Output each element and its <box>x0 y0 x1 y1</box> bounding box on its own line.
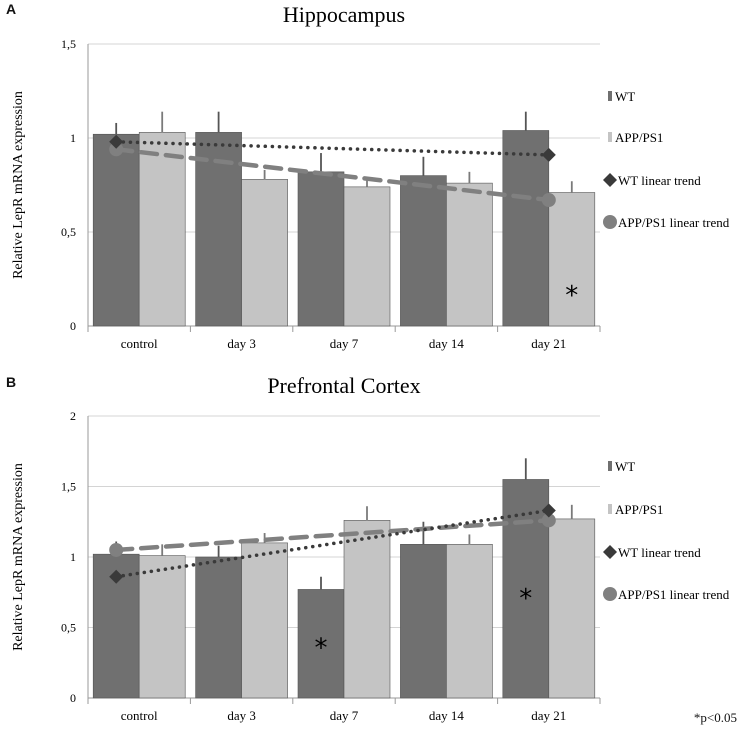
panel-b-significance-star: * <box>519 584 532 614</box>
panel-b-ytick-label: 0,5 <box>61 621 76 635</box>
panel-a-legend-marker-app-trend <box>603 215 617 229</box>
panel-a-bar-app-0 <box>138 132 186 327</box>
panel-a-legend-label-app-trend: APP/PS1 linear trend <box>618 215 730 230</box>
panel-a-category-label: control <box>121 336 158 351</box>
panel-a-trend-app-start-marker <box>109 142 124 157</box>
panel-b-bar-app-0 <box>138 555 186 699</box>
panel-b-legend-swatch-wt <box>608 461 612 471</box>
panel-b-bar-app-3 <box>446 544 493 699</box>
panel-a-bar-app-4 <box>548 192 596 327</box>
panel-b-category-label: control <box>121 708 158 723</box>
panel-b-bar-app-2 <box>343 520 391 699</box>
panel-a-ytick-label: 0 <box>70 319 76 333</box>
panel-a-trend-wt <box>114 140 551 157</box>
panel-a-legend-swatch-app <box>608 132 612 142</box>
panel-b-ylabel: Relative LepR mRNA expression <box>11 463 26 651</box>
panel-a-legend-label-wt: WT <box>615 89 635 104</box>
panel-b-bar-app-4 <box>548 518 596 699</box>
panel-a-legend-label-app: APP/PS1 <box>615 130 663 145</box>
panel-b-category-label: day 14 <box>429 708 465 723</box>
panel-a-ytick-label: 0,5 <box>61 225 76 239</box>
panel-a-bar-app-3 <box>446 182 493 327</box>
panel-a-bar-wt-4 <box>502 130 550 327</box>
panel-a-bar-wt-2 <box>297 171 345 327</box>
panel-b-legend-marker-wt-trend <box>603 545 617 559</box>
panel-b-legend-label-app-trend: APP/PS1 linear trend <box>618 587 730 602</box>
panel-b-legend-swatch-app <box>608 504 612 514</box>
panel-a-legend-marker-wt-trend <box>603 173 617 187</box>
panel-a-significance-star: * <box>565 281 578 311</box>
panel-a-bar-app-1 <box>241 179 288 327</box>
panel-b-category-label: day 21 <box>531 708 566 723</box>
panel-b-ytick-label: 1 <box>70 550 76 564</box>
panel-a-category-label: day 3 <box>227 336 256 351</box>
panel-b-trend-app-start-marker <box>109 542 124 557</box>
panel-a-category-label: day 7 <box>330 336 359 351</box>
panel-b-ytick-label: 1,5 <box>61 480 76 494</box>
panel-a-bar-app-2 <box>343 186 391 327</box>
panel-b-title: Prefrontal Cortex <box>267 373 420 398</box>
panel-a-ylabel: Relative LepR mRNA expression <box>11 91 26 279</box>
significance-footnote: *p<0.05 <box>693 710 737 725</box>
panel-b-ytick-label: 2 <box>70 409 76 423</box>
panel-a-trend-app-end-marker <box>541 193 556 208</box>
panel-a-letter: A <box>6 1 17 17</box>
panel-b-category-label: day 3 <box>227 708 256 723</box>
panel-a-legend-label-wt-trend: WT linear trend <box>618 173 701 188</box>
panel-b-trend-app <box>113 518 552 553</box>
panel-a-category-label: day 21 <box>531 336 566 351</box>
panel-a-bar-wt-3 <box>400 175 447 327</box>
panel-a-ytick-label: 1 <box>70 131 76 145</box>
panel-a-ytick-label: 1,5 <box>61 37 76 51</box>
panel-b-letter: B <box>6 374 17 390</box>
panel-a-legend-swatch-wt <box>608 91 612 101</box>
panel-b-category-label: day 7 <box>330 708 359 723</box>
panel-b-bar-wt-1 <box>195 556 242 699</box>
panel-a-category-label: day 14 <box>429 336 465 351</box>
panel-b-legend-label-wt: WT <box>615 459 635 474</box>
panel-a-trend-wt-end-marker <box>541 147 556 162</box>
panel-b-trend-wt-end-marker <box>541 503 556 518</box>
panel-b-trend-app-end-marker <box>541 513 556 528</box>
panel-b-bar-app-1 <box>241 542 288 699</box>
panel-b-trend-wt <box>114 508 551 579</box>
panel-a-trend-wt-start-marker <box>109 134 124 149</box>
panel-b-legend-marker-app-trend <box>603 587 617 601</box>
panel-b-bar-wt-3 <box>400 544 447 699</box>
panel-b-trend-wt-start-marker <box>109 569 124 584</box>
panel-b-ytick-label: 0 <box>70 691 76 705</box>
panel-b-bar-wt-2 <box>297 589 345 699</box>
panel-b-significance-star: * <box>315 633 328 663</box>
panel-b-legend-label-app: APP/PS1 <box>615 502 663 517</box>
panel-a-title: Hippocampus <box>283 2 405 27</box>
panel-a-trend-app <box>113 147 552 203</box>
panel-a-bar-wt-0 <box>92 133 140 327</box>
panel-b-legend-label-wt-trend: WT linear trend <box>618 545 701 560</box>
